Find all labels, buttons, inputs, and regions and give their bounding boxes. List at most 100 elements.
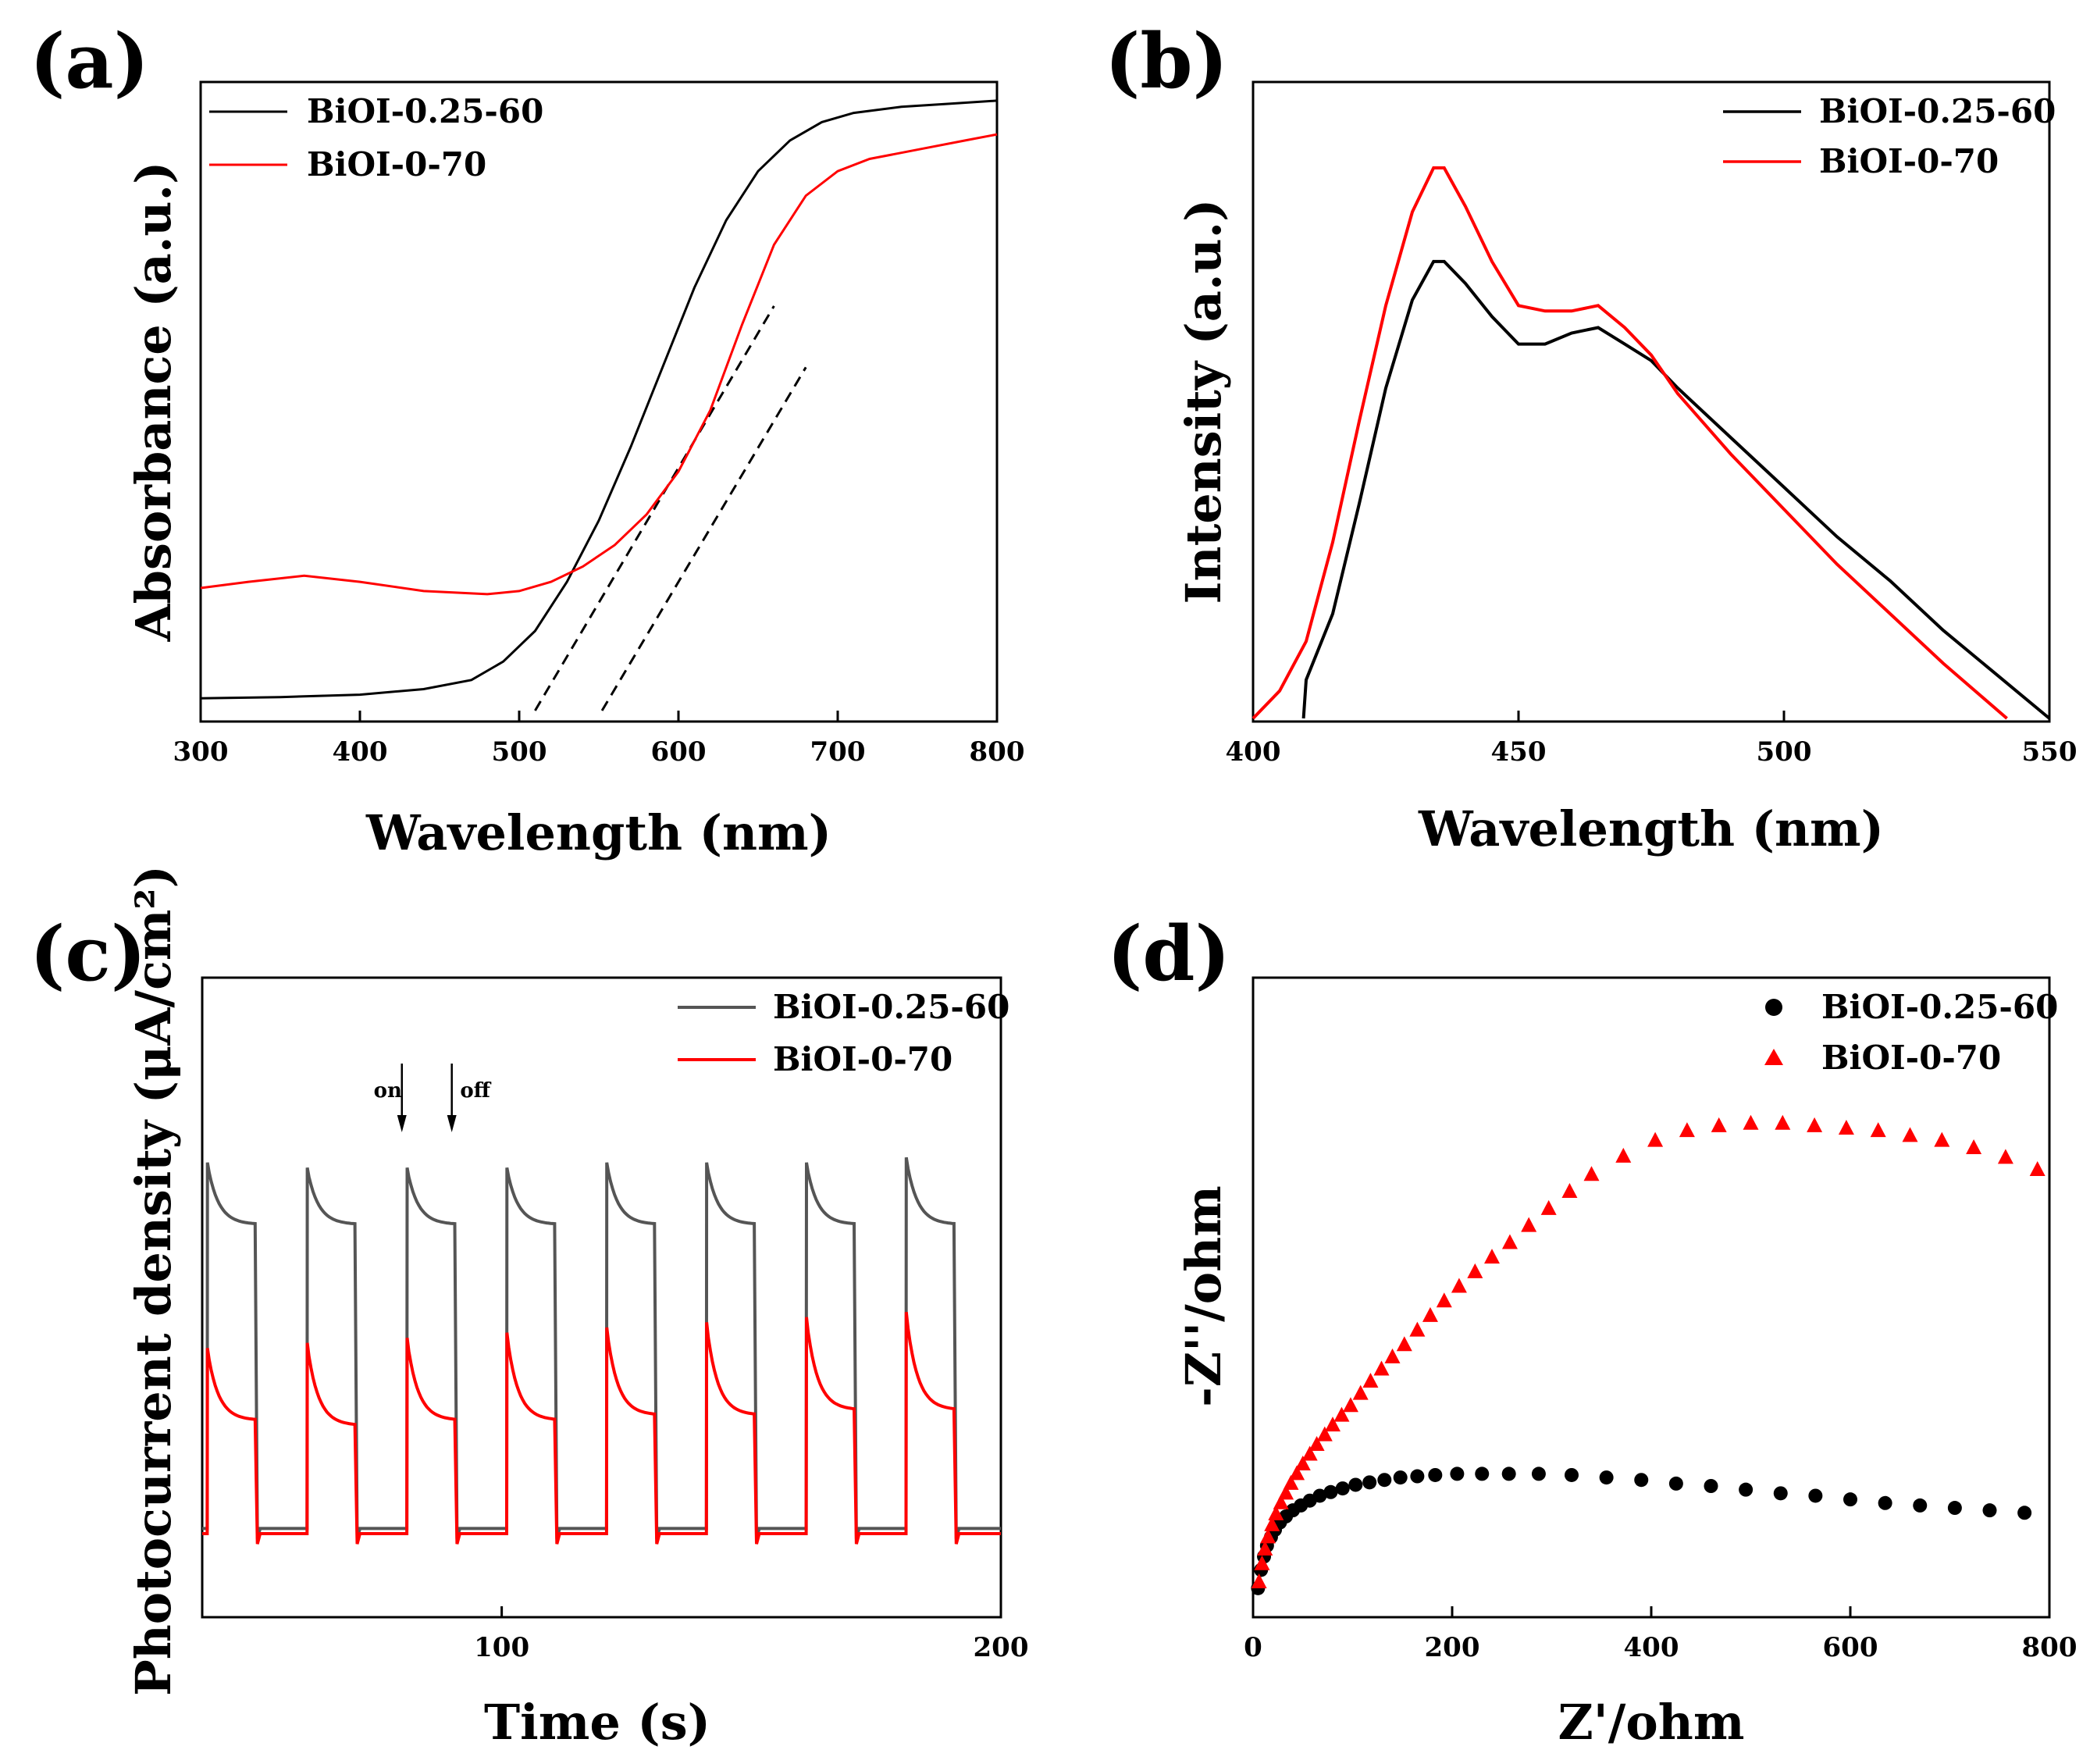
- x-tick-label: 550: [2022, 736, 2078, 768]
- data-point-1: [1711, 1117, 1727, 1132]
- data-point-1: [1289, 1465, 1305, 1481]
- panel-c-series: [202, 1156, 1001, 1545]
- panel-a-x-axis-title: Wavelength (nm): [365, 804, 831, 861]
- panel-b-series: [1252, 166, 2051, 720]
- x-tick-label: 800: [2022, 1632, 2078, 1663]
- data-point-1: [1615, 1147, 1632, 1163]
- data-point-0: [1377, 1473, 1392, 1488]
- data-point-0: [1808, 1488, 1823, 1503]
- annotation-label-1: off: [460, 1079, 491, 1103]
- data-point-1: [1257, 1541, 1273, 1556]
- panel-a-series: [200, 99, 998, 700]
- series-line-1: [1252, 166, 2008, 720]
- panel-b-legend-label-0: BiOI-0.25-60: [1819, 92, 2056, 130]
- data-point-1: [1373, 1360, 1390, 1376]
- panel-c-on-off-annotations: on off: [374, 1064, 492, 1132]
- data-point-0: [1565, 1467, 1579, 1482]
- data-point-0: [1428, 1467, 1443, 1482]
- panel-b-x-axis-title: Wavelength (nm): [1418, 800, 1884, 857]
- x-tick-label: 100: [474, 1632, 529, 1663]
- data-point-1: [1521, 1217, 1537, 1232]
- data-point-1: [1362, 1373, 1379, 1388]
- data-point-1: [1316, 1426, 1333, 1441]
- data-point-1: [1384, 1348, 1401, 1363]
- tangent-line-1: [600, 366, 807, 711]
- data-point-1: [1540, 1199, 1557, 1215]
- panel-a-legend-label-0: BiOI-0.25-60: [307, 92, 543, 130]
- data-point-1: [1501, 1234, 1518, 1249]
- data-point-0: [1599, 1470, 1614, 1485]
- series-line-0: [1301, 259, 2051, 720]
- panel-b-letter: (b): [1105, 17, 1228, 105]
- data-point-1: [1422, 1306, 1438, 1322]
- x-tick-label: 400: [1624, 1632, 1679, 1663]
- data-point-0: [1634, 1473, 1649, 1488]
- panel-c-legend-label-0: BiOI-0.25-60: [773, 988, 1009, 1026]
- x-tick-label: 200: [1425, 1632, 1480, 1663]
- data-point-0: [1982, 1503, 1997, 1518]
- data-point-1: [1679, 1122, 1695, 1138]
- data-point-1: [1254, 1555, 1270, 1570]
- panel-a-tangent-lines: [534, 305, 807, 711]
- panel-b-plot-frame: [1252, 80, 2051, 723]
- panel-c-x-ticks: 100 200: [474, 1606, 1028, 1663]
- panel-d-legend-marker-0: [1765, 999, 1782, 1016]
- data-point-0: [1450, 1466, 1465, 1481]
- data-point-1: [1333, 1406, 1350, 1422]
- data-point-1: [1264, 1516, 1280, 1531]
- panel-c-letter: (c): [30, 910, 146, 998]
- data-point-1: [1278, 1484, 1294, 1500]
- data-point-1: [1997, 1149, 2013, 1164]
- x-tick-label: 400: [1226, 736, 1281, 768]
- data-point-0: [1323, 1484, 1338, 1499]
- data-point-1: [2029, 1161, 2045, 1176]
- panel-a-x-ticks: 300 400 500 600 700 800: [173, 711, 1024, 768]
- data-point-0: [1913, 1498, 1928, 1513]
- panel-d: (d) 0 200 400 600 800 Z'/ohm -Z''/ohm BiOI-0…: [1107, 910, 2077, 1751]
- data-point-1: [1484, 1249, 1500, 1264]
- panel-b-legend: BiOI-0.25-60 BiOI-0-70: [1723, 92, 2056, 180]
- data-point-1: [1251, 1573, 1267, 1589]
- data-point-1: [1352, 1384, 1369, 1400]
- data-point-1: [1268, 1505, 1284, 1520]
- panel-c-plot-frame: [201, 976, 1002, 1619]
- x-tick-label: 300: [173, 736, 229, 768]
- data-point-1: [1583, 1166, 1600, 1181]
- data-point-1: [1396, 1336, 1412, 1352]
- x-tick-label: 200: [974, 1632, 1029, 1663]
- x-tick-label: 700: [810, 736, 866, 768]
- panel-b: (b) 400 450 500 550 Wavelength (nm) Intensi…: [1105, 17, 2077, 857]
- series-line-0: [200, 99, 998, 700]
- series-line-0: [202, 1156, 1001, 1540]
- annotation-arrow-head-0: [397, 1115, 407, 1132]
- panel-d-series: [1251, 1114, 2045, 1595]
- data-point-1: [1260, 1528, 1276, 1544]
- data-point-1: [1647, 1131, 1664, 1147]
- data-point-1: [1325, 1417, 1341, 1432]
- panel-d-legend: BiOI-0.25-60 BiOI-0-70: [1764, 988, 2058, 1077]
- annotation-arrow-head-1: [447, 1115, 457, 1132]
- panel-d-x-ticks: 0 200 400 600 800: [1244, 1606, 2077, 1663]
- data-point-1: [1308, 1436, 1325, 1452]
- data-point-0: [1704, 1479, 1718, 1493]
- data-point-0: [1501, 1466, 1516, 1481]
- data-point-1: [1342, 1397, 1358, 1413]
- x-tick-label: 600: [651, 736, 707, 768]
- data-point-1: [1467, 1263, 1483, 1278]
- data-point-1: [1451, 1278, 1467, 1293]
- panel-c-y-axis-title: Photocurrent density (μA/cm²): [125, 865, 182, 1696]
- data-point-1: [1966, 1139, 1982, 1154]
- panel-a-legend: BiOI-0.25-60 BiOI-0-70: [209, 92, 543, 184]
- tangent-line-0: [534, 305, 775, 711]
- data-point-1: [1409, 1321, 1426, 1337]
- data-point-1: [1775, 1114, 1791, 1130]
- x-tick-label: 0: [1244, 1632, 1262, 1663]
- panel-a-letter: (a): [30, 17, 149, 105]
- data-point-0: [1947, 1501, 1962, 1516]
- data-point-1: [1301, 1445, 1318, 1461]
- x-tick-label: 500: [1757, 736, 1812, 768]
- annotation-label-0: on: [374, 1079, 402, 1103]
- data-point-0: [1475, 1466, 1490, 1481]
- data-point-1: [1743, 1114, 1759, 1130]
